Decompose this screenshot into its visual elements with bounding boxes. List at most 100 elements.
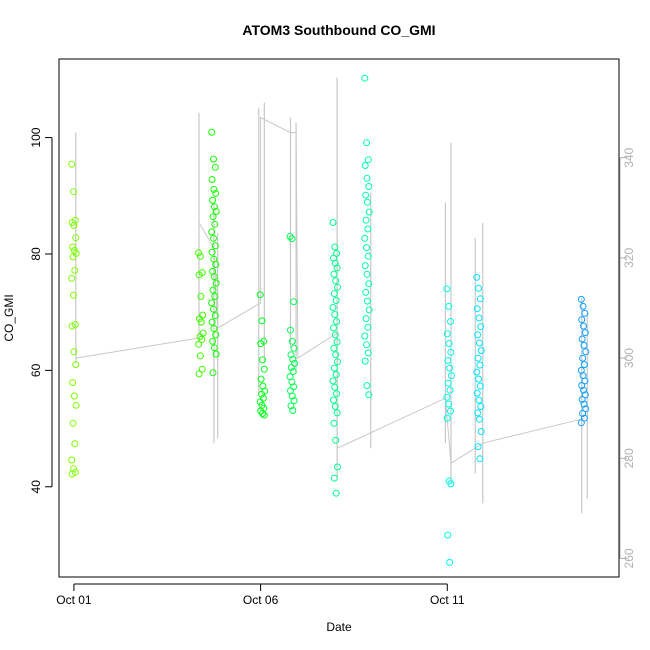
data-point — [361, 234, 369, 242]
data-point — [580, 386, 587, 394]
data-point — [332, 489, 340, 497]
data-point — [332, 436, 340, 444]
plot-frame — [58, 58, 620, 578]
data-point — [476, 455, 484, 463]
data-point — [365, 280, 373, 288]
y2-tick-label: 280 — [622, 448, 636, 468]
data-point — [331, 259, 339, 267]
data-point — [473, 273, 481, 281]
data-point — [445, 400, 453, 408]
data-point — [329, 219, 337, 226]
data-point — [473, 305, 481, 313]
data-point — [210, 273, 218, 281]
data-point — [209, 337, 217, 345]
data-point — [330, 419, 338, 427]
data-point — [72, 234, 80, 242]
y-tick-label: 100 — [29, 127, 43, 147]
data-point — [212, 208, 220, 215]
data-point — [362, 216, 370, 224]
data-point — [209, 213, 217, 221]
data-point — [209, 196, 217, 204]
data-point — [365, 208, 373, 216]
data-point — [580, 322, 587, 330]
data-point — [475, 339, 483, 347]
y2-tick-label: 340 — [622, 147, 636, 167]
chart-title: ATOM3 Southbound CO_GMI — [242, 22, 435, 38]
data-point — [473, 368, 481, 376]
data-point — [68, 456, 76, 464]
data-point — [195, 370, 203, 378]
data-point — [289, 368, 297, 375]
data-point — [362, 315, 370, 323]
data-point — [258, 390, 266, 398]
data-point — [287, 326, 294, 334]
data-point — [443, 393, 451, 401]
data-point — [475, 396, 483, 404]
x-tick-label: Oct 01 — [56, 593, 92, 607]
data-point — [363, 174, 371, 182]
data-point — [211, 220, 219, 228]
data-point — [331, 383, 339, 391]
data-point — [69, 419, 77, 427]
data-point — [210, 185, 218, 193]
y-tick-label: 80 — [29, 247, 43, 261]
data-point — [258, 317, 266, 325]
data-point — [208, 299, 216, 307]
data-point — [68, 322, 76, 330]
data-point — [195, 249, 203, 257]
data-point — [475, 284, 483, 292]
data-point — [256, 398, 264, 406]
data-point — [333, 249, 341, 257]
data-point — [196, 315, 203, 323]
data-point — [68, 160, 76, 168]
data-point — [212, 279, 220, 287]
data-point — [361, 357, 369, 365]
data-point — [212, 261, 220, 268]
data-point — [68, 470, 76, 478]
data-point — [290, 298, 298, 306]
data-point — [196, 352, 204, 360]
data-point — [208, 248, 216, 256]
data-point — [579, 302, 587, 310]
data-point — [212, 189, 220, 197]
data-point — [211, 312, 219, 320]
data-point — [333, 338, 341, 346]
data-point — [444, 357, 452, 364]
data-point — [198, 365, 206, 373]
data-point — [364, 323, 372, 331]
data-point — [69, 253, 77, 261]
data-point — [68, 274, 76, 282]
data-point — [476, 295, 484, 303]
data-point — [475, 314, 483, 322]
data-point — [477, 323, 485, 331]
data-point — [447, 348, 455, 356]
data-point — [212, 350, 220, 358]
data-point — [288, 337, 296, 345]
data-point — [197, 293, 205, 300]
data-point — [72, 401, 80, 409]
data-point — [477, 428, 485, 435]
data-point — [444, 531, 452, 539]
data-point — [474, 443, 482, 451]
data-point — [260, 411, 268, 419]
data-point — [580, 414, 588, 422]
data-point — [578, 382, 586, 389]
data-point — [361, 332, 369, 340]
y2-tick-label: 300 — [622, 348, 636, 368]
data-point — [581, 377, 589, 385]
data-point — [363, 341, 371, 349]
data-point — [209, 286, 217, 294]
data-point — [331, 403, 339, 410]
data-point — [581, 329, 589, 337]
data-point — [445, 340, 453, 348]
data-point — [447, 372, 455, 380]
data-point — [477, 403, 485, 410]
data-point — [580, 400, 588, 408]
data-point — [208, 176, 216, 183]
y2-tick-label: 320 — [622, 248, 636, 268]
data-point — [331, 243, 339, 251]
data-point — [330, 364, 338, 372]
data-point — [331, 331, 339, 339]
data-point — [211, 163, 219, 171]
